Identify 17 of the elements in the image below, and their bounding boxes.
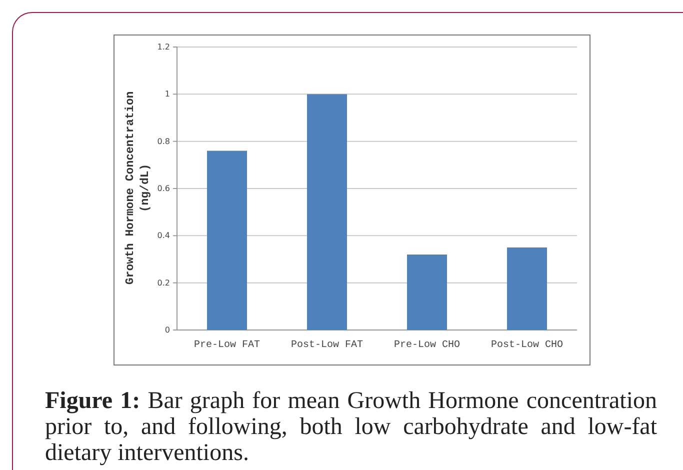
bar: [407, 254, 447, 330]
y-tick-label: 0.4: [157, 231, 170, 240]
x-tick-label: Post-Low CHO: [490, 340, 564, 352]
y-tick-label: 1.2: [157, 42, 170, 52]
bar: [307, 94, 347, 330]
caption: Figure 1: Bar graph for mean Growth Hormone concentration prior to, and following, both low carbohydrate and low-fat dietary interventions.: [45, 388, 657, 466]
x-tick-label: Pre-Low FAT: [194, 340, 260, 352]
x-tick-label: Pre-Low CHO: [394, 340, 460, 352]
y-axis-title: Growth Hormone Concentration (ng/dL): [124, 91, 152, 285]
bar: [507, 247, 547, 330]
y-tick-label: 0: [164, 326, 170, 335]
y-tick-label: 0.2: [157, 278, 170, 288]
y-tick-label: 1: [164, 90, 170, 99]
y-tick-label: 0.6: [157, 184, 170, 194]
x-tick-label: Post-Low FAT: [290, 340, 364, 352]
bar: [207, 150, 247, 330]
y-tick-label: 0.8: [157, 136, 170, 146]
